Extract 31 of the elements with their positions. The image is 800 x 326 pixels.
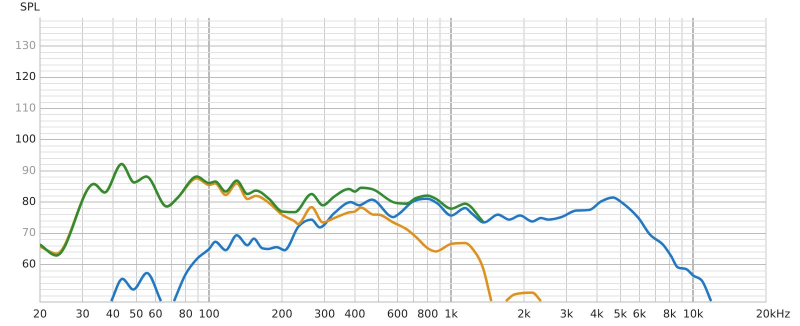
x-tick-label: 5k: [614, 307, 628, 320]
x-tick-label: 4k: [590, 307, 604, 320]
y-tick-label: 130: [15, 38, 36, 52]
y-axis-title: SPL: [20, 0, 41, 14]
x-tick-label: 8k: [663, 307, 678, 320]
x-tick-label: 20: [33, 307, 47, 320]
x-tick-label: 30: [76, 307, 90, 320]
x-tick-label: 200: [272, 307, 292, 320]
x-axis-title: Hz: [776, 307, 790, 320]
x-tick-label: 1k: [444, 307, 458, 320]
x-tick-label: 300: [314, 307, 336, 320]
x-tick-label: 600: [386, 307, 408, 320]
y-tick-label: 110: [15, 101, 36, 114]
x-tick-label: 10k: [682, 307, 704, 320]
y-tick-label: 100: [15, 132, 36, 146]
x-tick-label: 2k: [517, 307, 532, 320]
y-tick-label: 90: [22, 164, 36, 177]
y-tick-label: 120: [15, 70, 36, 84]
x-tick-label: 80: [178, 307, 193, 320]
x-tick-label: 20k: [756, 307, 777, 320]
x-tick-label: 800: [417, 307, 438, 320]
y-tick-label: 70: [22, 226, 36, 240]
y-tick-label: 60: [22, 257, 36, 270]
x-tick-label: 6k: [632, 307, 647, 320]
y-tick-label: 80: [22, 194, 36, 208]
x-tick-label: 60: [148, 307, 162, 320]
x-tick-label: 50: [129, 307, 144, 320]
x-tick-label: 400: [344, 307, 366, 320]
x-tick-label: 3k: [560, 307, 574, 320]
x-tick-label: 100: [198, 307, 220, 320]
x-tick-label: 40: [106, 307, 120, 320]
